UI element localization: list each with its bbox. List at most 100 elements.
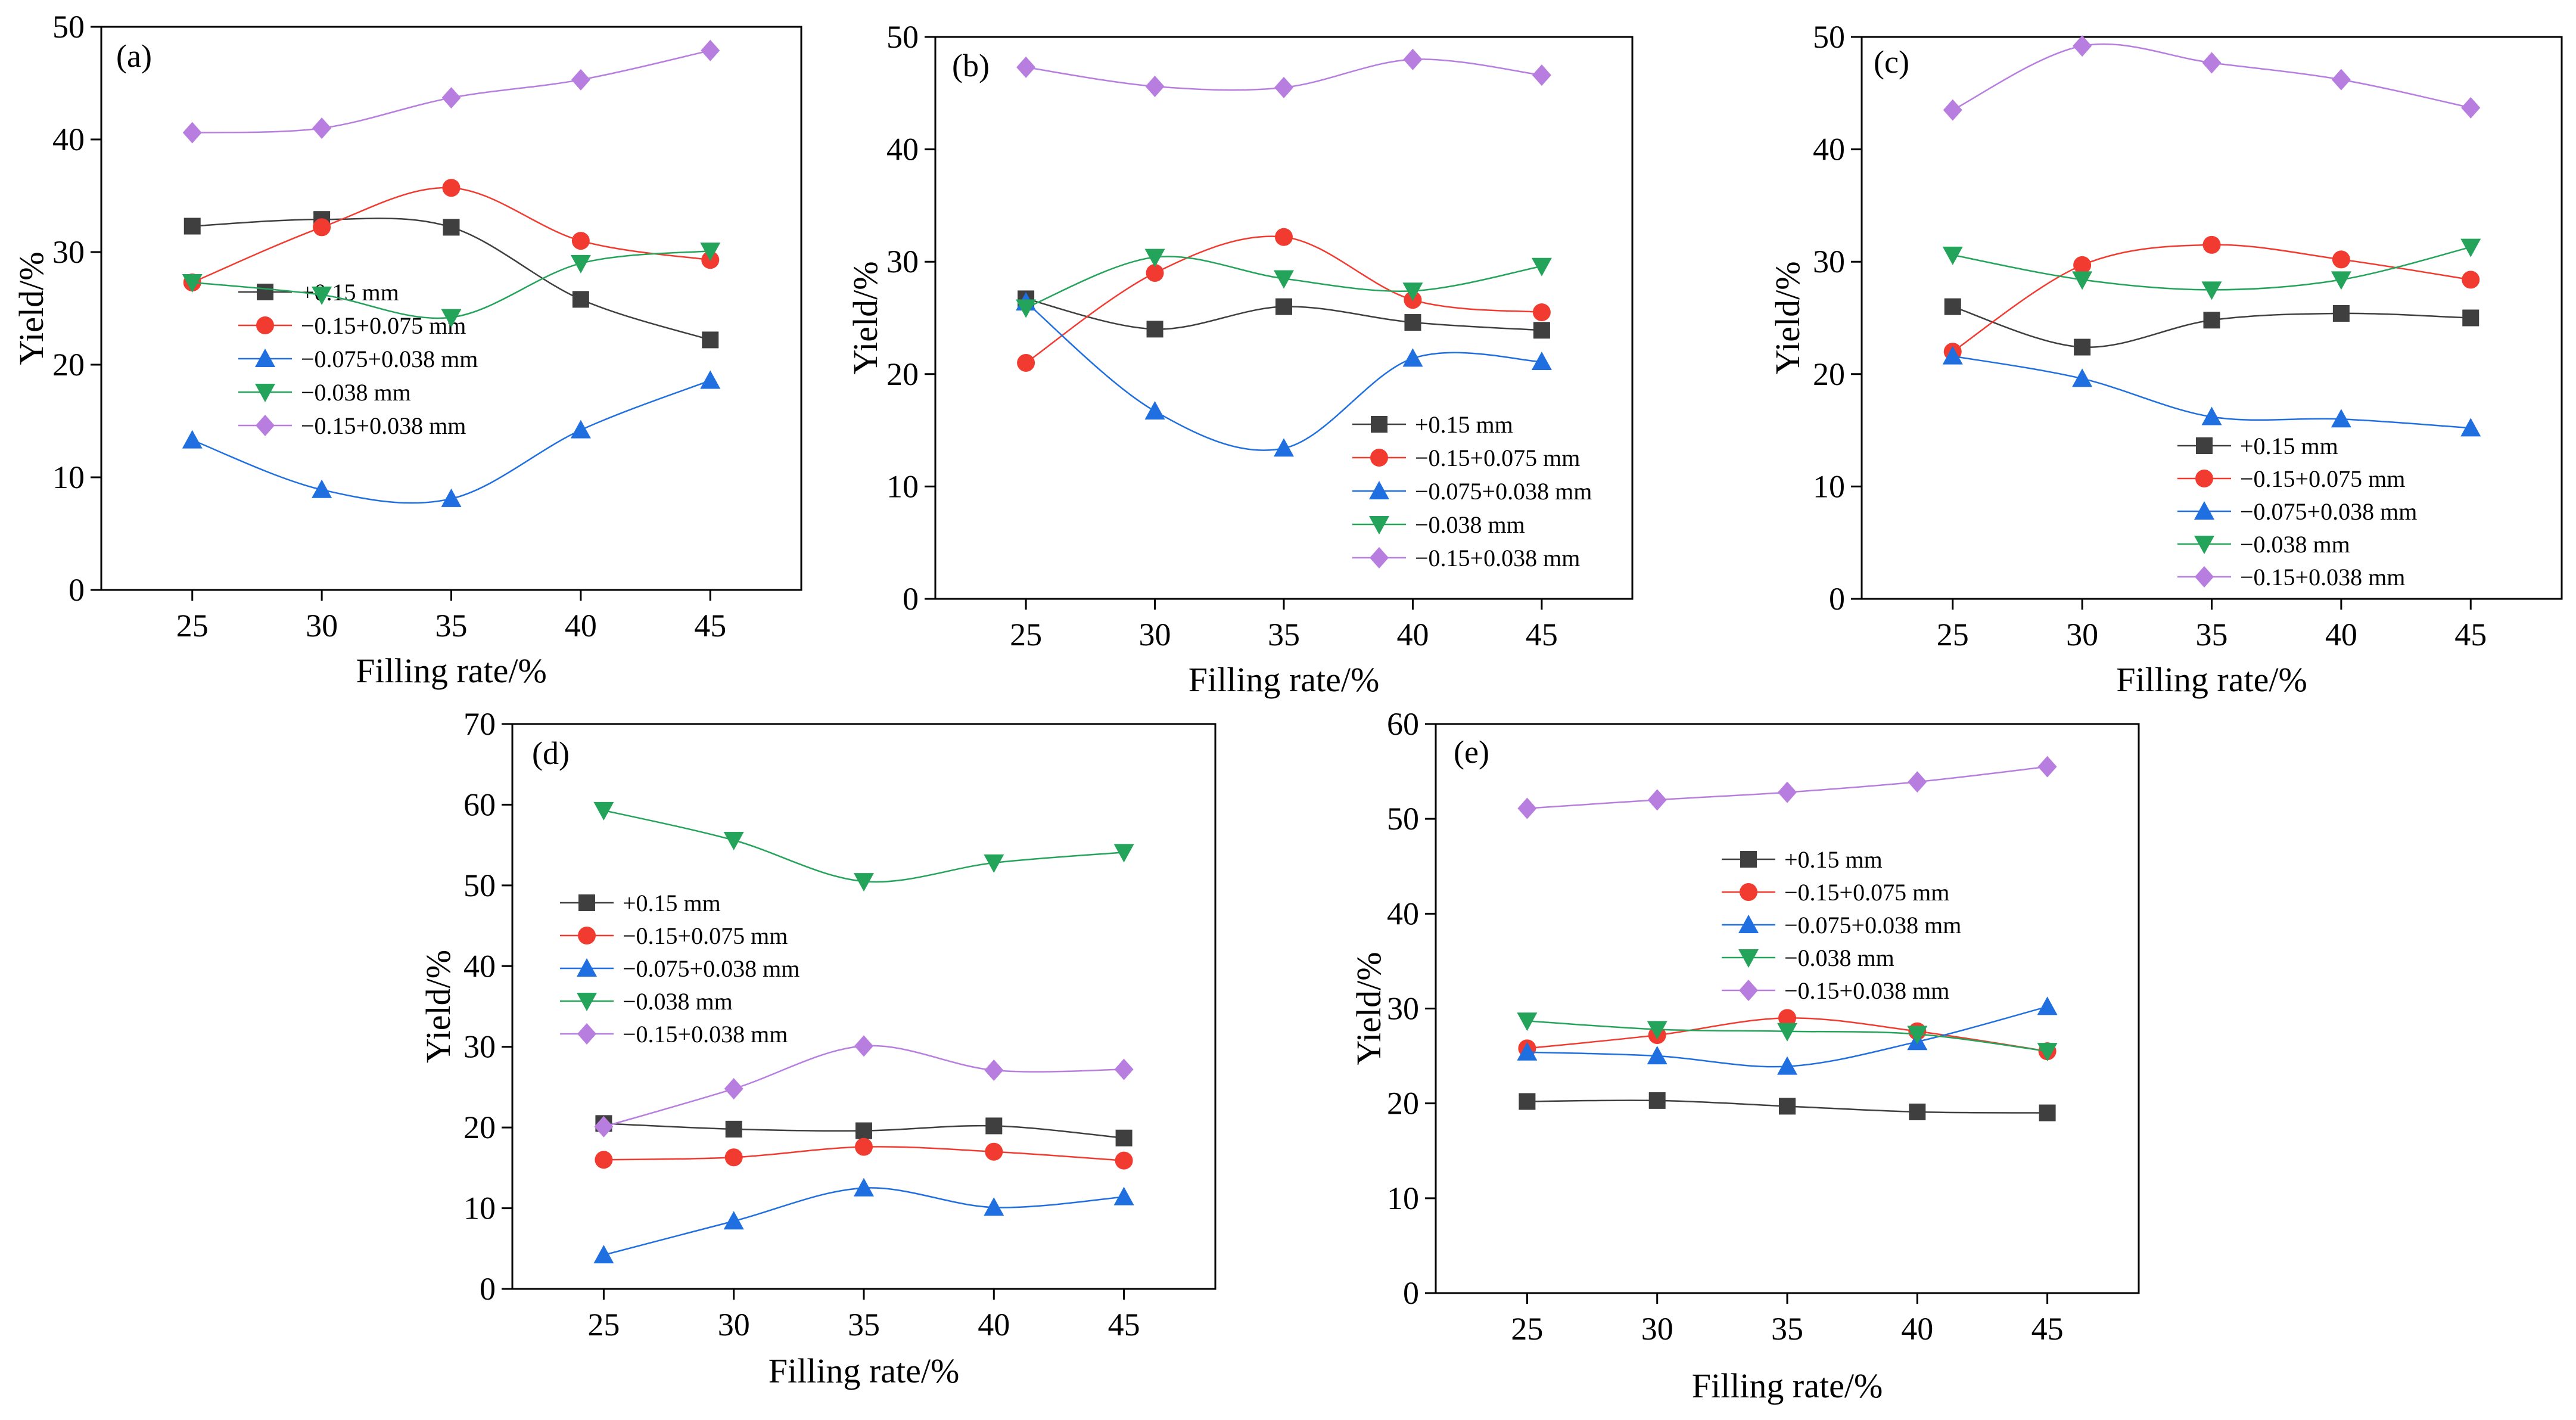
data-point bbox=[2072, 368, 2093, 387]
data-point bbox=[855, 1138, 873, 1156]
data-point bbox=[571, 232, 590, 250]
data-point bbox=[1274, 438, 1294, 457]
data-point bbox=[702, 331, 719, 349]
legend-label: +0.15 mm bbox=[623, 890, 721, 916]
data-point bbox=[1943, 99, 1962, 121]
legend-marker bbox=[577, 993, 597, 1011]
data-point bbox=[2332, 304, 2350, 322]
series-4 bbox=[1517, 756, 2057, 819]
data-point bbox=[1275, 228, 1293, 246]
x-tick-label: 25 bbox=[1010, 617, 1042, 652]
data-point bbox=[441, 309, 462, 328]
x-axis-title: Filling rate/% bbox=[356, 651, 547, 690]
x-tick-label: 45 bbox=[1108, 1307, 1140, 1343]
y-axis-title: Yield/% bbox=[846, 261, 885, 374]
legend-label: −0.15+0.075 mm bbox=[1784, 879, 1949, 906]
chart-panel-2: 0 10 20 30 40 50 25 30 35 40 45 Filling rate/% Yield… bbox=[1768, 19, 2563, 699]
y-axis-title: Yield/% bbox=[419, 950, 458, 1063]
data-point bbox=[441, 488, 462, 507]
data-point bbox=[2037, 996, 2058, 1015]
legend-label: −0.038 mm bbox=[623, 988, 733, 1015]
legend-label: −0.075+0.038 mm bbox=[623, 955, 799, 982]
legend-marker bbox=[256, 316, 274, 334]
data-point bbox=[1942, 246, 1963, 265]
series-line bbox=[603, 1045, 1124, 1127]
data-point bbox=[312, 479, 332, 498]
y-tick-label: 10 bbox=[52, 459, 85, 495]
legend-marker bbox=[256, 415, 275, 436]
data-point bbox=[182, 274, 203, 293]
data-point bbox=[2037, 756, 2057, 778]
legend-label: −0.15+0.075 mm bbox=[2240, 465, 2405, 492]
data-point bbox=[700, 243, 721, 262]
legend-label: −0.038 mm bbox=[1784, 944, 1894, 971]
data-point bbox=[700, 370, 721, 389]
data-point bbox=[854, 873, 874, 892]
y-tick-label: 40 bbox=[52, 122, 85, 157]
legend-marker bbox=[577, 958, 597, 977]
y-tick-label: 10 bbox=[1813, 468, 1845, 504]
series-4 bbox=[182, 39, 720, 144]
legend-label: −0.15+0.038 mm bbox=[1784, 977, 1949, 1004]
data-point bbox=[2462, 271, 2480, 289]
legend-label: +0.15 mm bbox=[1784, 846, 1883, 873]
data-point bbox=[855, 1122, 872, 1139]
legend-label: −0.038 mm bbox=[301, 379, 411, 406]
data-point bbox=[1647, 789, 1667, 811]
series-0 bbox=[595, 1115, 1133, 1146]
data-point bbox=[2037, 1043, 2058, 1062]
legend-marker bbox=[577, 1023, 596, 1045]
series-0 bbox=[1018, 290, 1550, 339]
data-point bbox=[854, 1177, 874, 1197]
data-point bbox=[2073, 35, 2092, 57]
data-point bbox=[312, 286, 332, 305]
series-line bbox=[603, 1187, 1124, 1256]
y-tick-label: 50 bbox=[1813, 19, 1845, 55]
y-tick-label: 10 bbox=[1387, 1180, 1419, 1216]
y-tick-label: 30 bbox=[886, 244, 919, 279]
data-point bbox=[1016, 56, 1036, 78]
data-point bbox=[1531, 257, 1552, 276]
data-point bbox=[985, 1117, 1003, 1135]
plot-frame bbox=[1435, 723, 2140, 1294]
legend-marker bbox=[578, 927, 596, 944]
x-axis-title: Filling rate/% bbox=[1189, 660, 1380, 699]
y-tick-label: 0 bbox=[480, 1271, 496, 1307]
series-2 bbox=[1942, 346, 2481, 437]
series-line bbox=[603, 809, 1124, 883]
legend-marker bbox=[2196, 437, 2213, 454]
chart-panel-0: 0 10 20 30 40 50 25 30 35 40 45 Filling rate/% Yield… bbox=[12, 9, 802, 690]
data-point bbox=[1777, 1056, 1797, 1075]
data-point bbox=[1519, 1093, 1536, 1110]
data-point bbox=[1402, 348, 1423, 367]
chart-panel-3: 0 10 20 30 40 50 60 70 25 30 35 40 45 Filling rate/% Y… bbox=[419, 706, 1217, 1390]
legend-marker bbox=[1739, 980, 1758, 1001]
data-point bbox=[1275, 298, 1292, 315]
data-point bbox=[182, 122, 202, 144]
x-tick-label: 45 bbox=[2454, 617, 2487, 652]
series-2 bbox=[593, 1177, 1134, 1264]
legend-label: −0.15+0.038 mm bbox=[2240, 564, 2405, 591]
data-point bbox=[2072, 271, 2093, 290]
legend-label: −0.15+0.075 mm bbox=[623, 922, 788, 949]
data-point bbox=[985, 1142, 1003, 1161]
data-point bbox=[1017, 353, 1035, 372]
data-point bbox=[1145, 75, 1165, 97]
data-point bbox=[1944, 298, 1961, 315]
y-axis-title: Yield/% bbox=[12, 251, 51, 365]
panel-label: (a) bbox=[116, 38, 152, 74]
data-point bbox=[854, 1035, 873, 1057]
y-tick-label: 0 bbox=[1829, 581, 1845, 617]
legend-label: −0.038 mm bbox=[1415, 511, 1525, 538]
legend-marker bbox=[1740, 851, 1757, 868]
legend-marker bbox=[1738, 915, 1759, 933]
chart-panel-1: 0 10 20 30 40 50 25 30 35 40 45 Filling rate/% Yield… bbox=[846, 19, 1634, 699]
legend-label: −0.075+0.038 mm bbox=[301, 346, 478, 372]
data-point bbox=[1146, 264, 1164, 282]
y-tick-label: 30 bbox=[1387, 991, 1419, 1027]
data-point bbox=[724, 1148, 743, 1167]
data-point bbox=[594, 1116, 614, 1138]
y-tick-label: 50 bbox=[52, 9, 85, 45]
data-point bbox=[2462, 309, 2479, 327]
